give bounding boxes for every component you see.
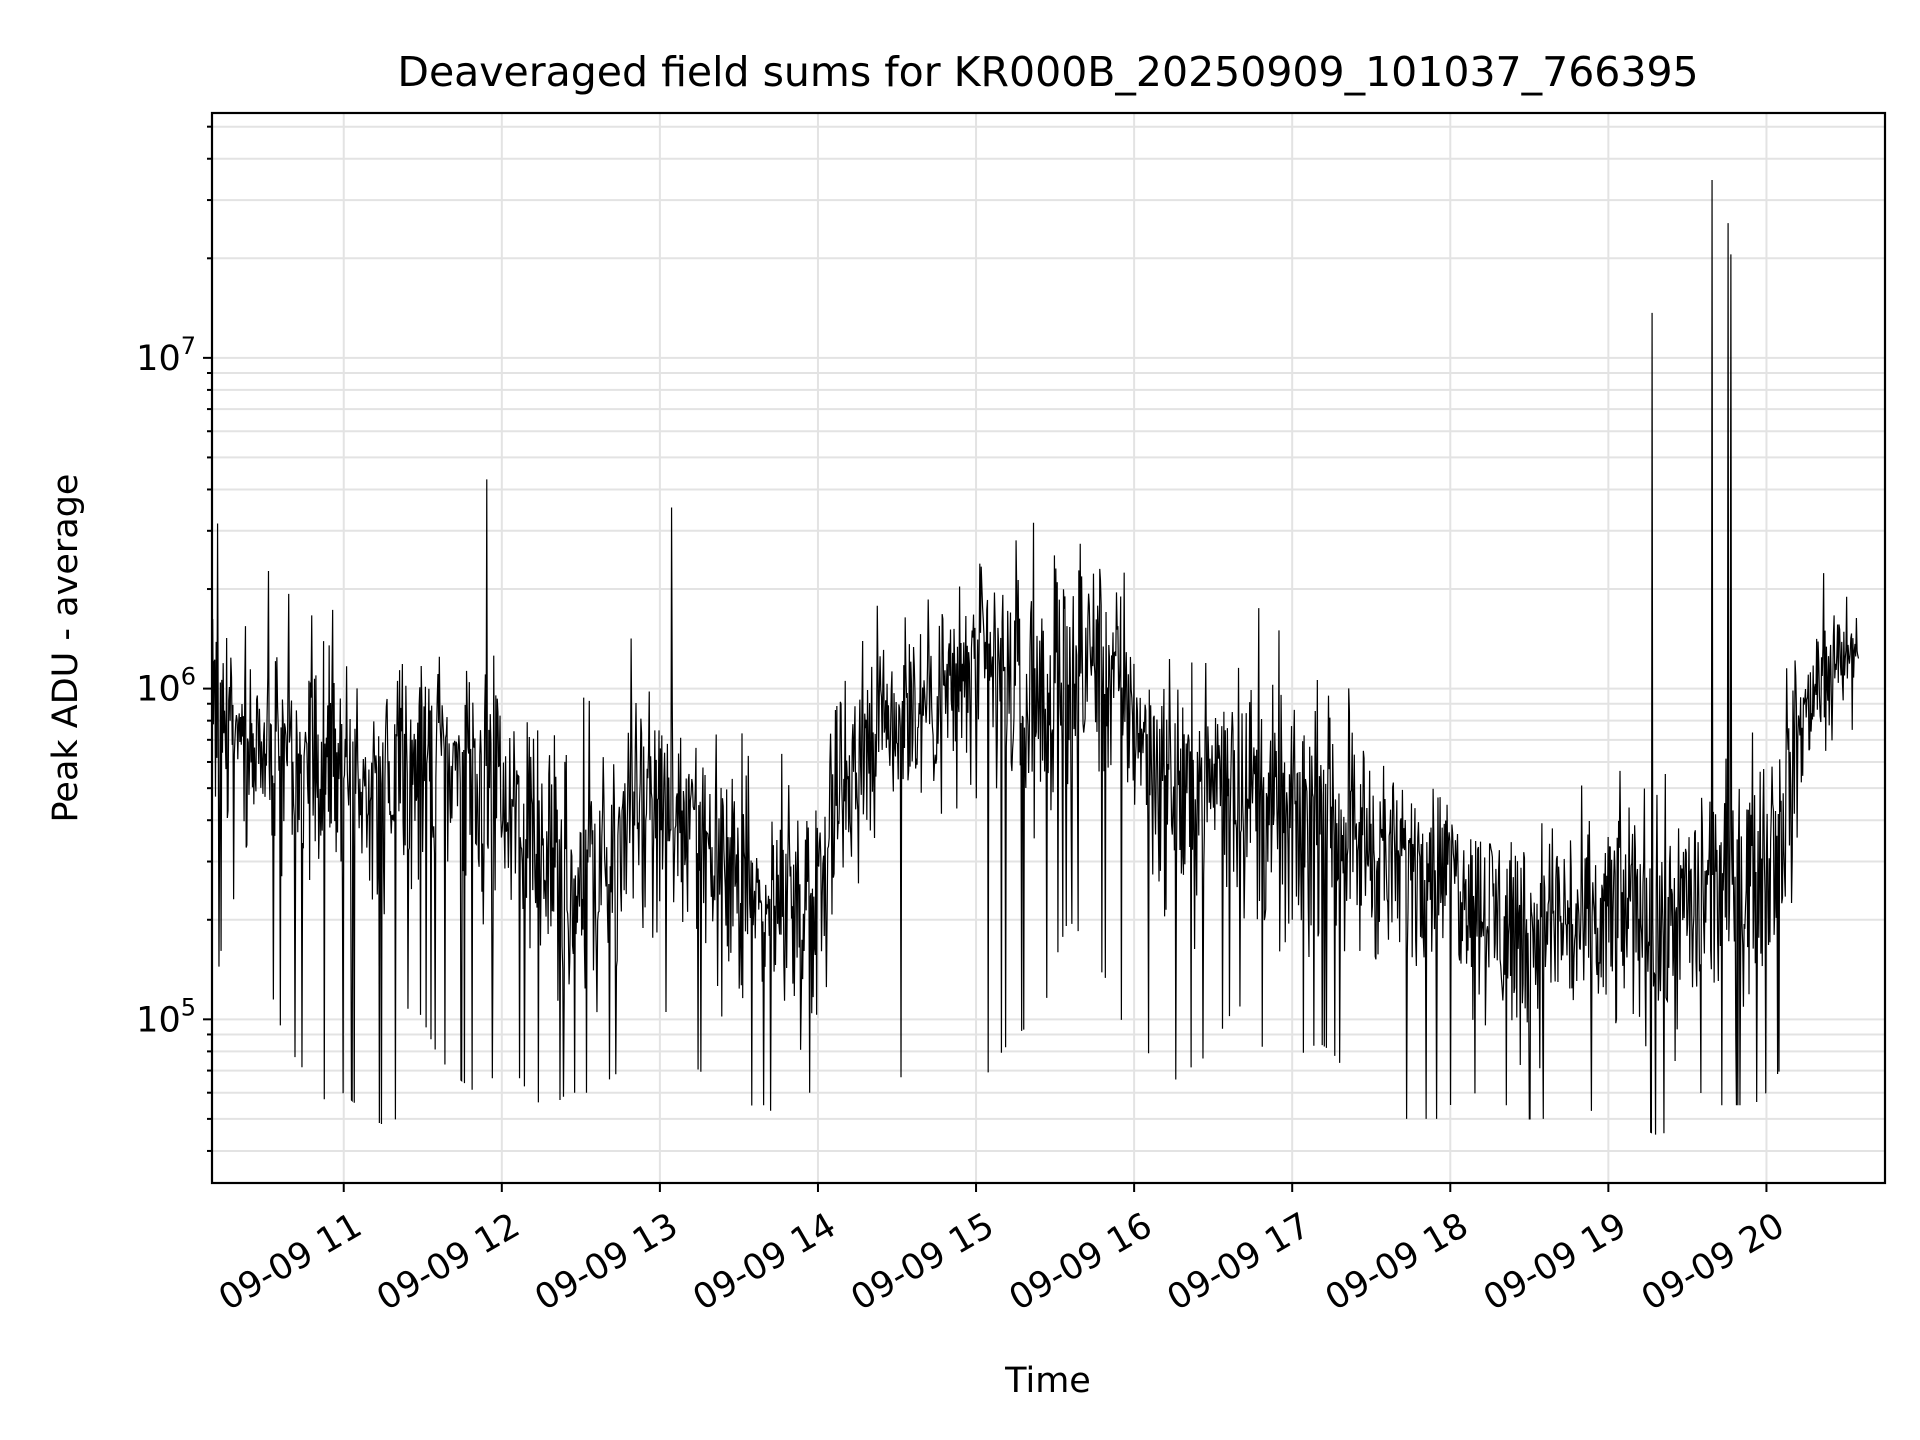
- x-tick-label: 09-09 15: [845, 1206, 1001, 1319]
- grid: [212, 113, 1885, 1183]
- x-tick-label: 09-09 17: [1161, 1206, 1317, 1319]
- x-tick-label: 09-09 14: [687, 1206, 843, 1319]
- y-axis-label: Peak ADU - average: [46, 474, 86, 823]
- plot-frame: [210, 111, 1887, 1185]
- chart-title: Deaveraged field sums for KR000B_2025090…: [397, 48, 1698, 96]
- x-tick-label: 09-09 19: [1477, 1206, 1633, 1319]
- y-axis-ticks: 105 106 107: [136, 125, 212, 1152]
- x-tick-label: 09-09 12: [370, 1206, 526, 1319]
- y-tick-label: 106: [136, 663, 196, 710]
- series-trace: [211, 180, 1860, 1135]
- x-tick-label: 09-09 13: [528, 1206, 684, 1319]
- x-tick-label: 09-09 11: [212, 1206, 368, 1319]
- series-line: [211, 180, 1860, 1135]
- x-axis-ticks: 09-09 11 09-09 12 09-09 13 09-09 14 09-09 15…: [212, 1183, 1791, 1319]
- x-tick-label: 09-09 18: [1319, 1206, 1475, 1319]
- x-tick-label: 09-09 20: [1635, 1206, 1791, 1319]
- y-tick-label: 105: [136, 993, 196, 1040]
- x-tick-label: 09-09 16: [1003, 1206, 1159, 1319]
- y-tick-label: 107: [136, 332, 196, 379]
- x-axis-label: Time: [1004, 1361, 1091, 1401]
